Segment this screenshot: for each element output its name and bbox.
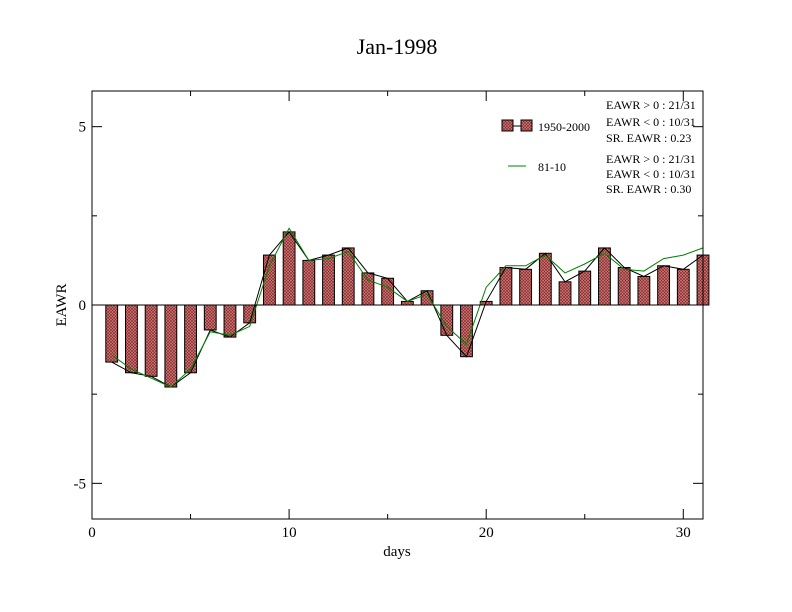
x-axis-label: days — [383, 544, 411, 560]
bar-day-30 — [676, 268, 690, 306]
bar-day-12 — [322, 254, 335, 306]
x-tick-label: 10 — [282, 525, 297, 541]
bar-day-10 — [282, 231, 296, 306]
bar-day-6 — [203, 304, 217, 331]
stat-sr-1950-2000: SR. EAWR : 0.23 — [606, 131, 691, 145]
x-tick-label: 0 — [88, 525, 96, 541]
bar-day-14 — [361, 272, 375, 306]
legend-swatch-1950-2000-right — [520, 119, 533, 132]
y-tick-label: 5 — [79, 120, 87, 136]
stat-positive-81-10: EAWR > 0 : 21/31 — [606, 152, 696, 166]
bar-day-21 — [499, 267, 513, 306]
line-series-1950-2000 — [111, 231, 704, 388]
stat-negative-1950-2000: EAWR < 0 : 10/31 — [606, 115, 696, 129]
y-tick-label: -5 — [74, 476, 87, 492]
bar-day-4 — [164, 304, 178, 388]
bar-day-23 — [538, 252, 552, 306]
bar-day-11 — [302, 259, 316, 306]
bar-day-24 — [558, 281, 572, 306]
bar-day-28 — [637, 275, 651, 306]
bar-day-22 — [519, 268, 533, 306]
chart-title: Jan-1998 — [357, 34, 438, 59]
x-tick-label: 30 — [676, 525, 691, 541]
bar-day-25 — [578, 270, 592, 306]
stat-positive-1950-2000: EAWR > 0 : 21/31 — [606, 98, 696, 112]
x-axis-ticks: 0 10 20 30 — [88, 91, 691, 541]
y-axis-label: EAWR — [54, 284, 70, 327]
y-tick-label: 0 — [79, 298, 87, 314]
stat-sr-81-10: SR. EAWR : 0.30 — [606, 182, 691, 196]
bar-day-2 — [125, 304, 138, 374]
stats-block: EAWR > 0 : 21/31 EAWR < 0 : 10/31 SR. EA… — [606, 98, 696, 196]
bar-day-1 — [105, 304, 119, 363]
legend-label-81-10: 81-10 — [538, 160, 566, 174]
bar-day-3 — [144, 304, 158, 377]
legend-label-1950-2000: 1950-2000 — [538, 120, 590, 134]
bar-day-27 — [617, 267, 631, 306]
line-series-81-10 — [111, 227, 704, 388]
bars-group — [105, 231, 710, 388]
legend-swatch-1950-2000-left — [501, 119, 514, 132]
stat-negative-81-10: EAWR < 0 : 10/31 — [606, 167, 696, 181]
legend: 1950-2000 81-10 — [501, 119, 590, 174]
bar-day-7 — [223, 304, 237, 338]
y-axis-ticks: -5 0 5 — [74, 120, 703, 492]
lines-group — [111, 227, 704, 388]
bar-day-15 — [381, 277, 395, 306]
bar-day-29 — [657, 265, 670, 306]
bar-day-13 — [341, 247, 355, 306]
x-tick-label: 20 — [479, 525, 494, 541]
